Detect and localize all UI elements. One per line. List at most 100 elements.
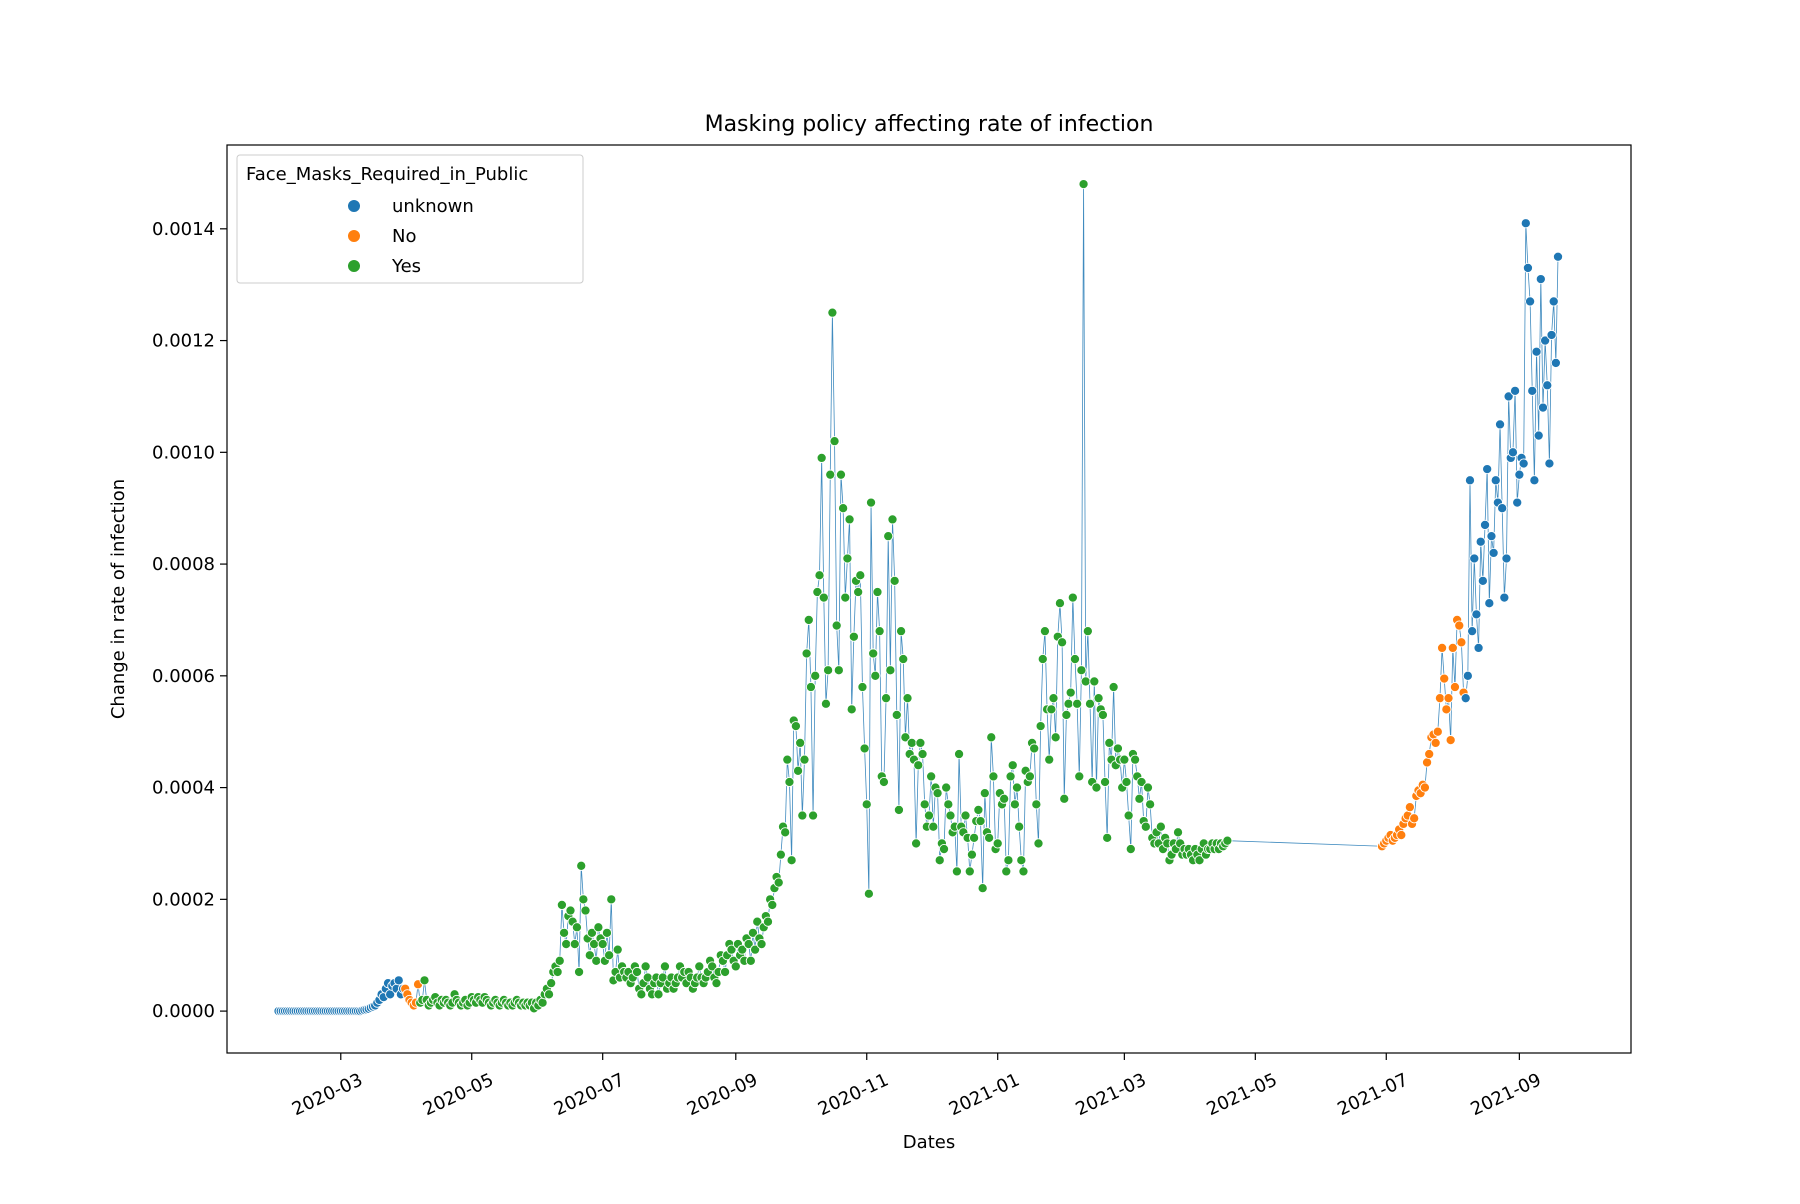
legend: Face_Masks_Required_in_Public unknown No Y…	[236, 154, 584, 284]
data-point	[816, 452, 827, 463]
data-point	[960, 810, 971, 821]
data-point	[1542, 380, 1553, 391]
data-point	[1005, 771, 1016, 782]
data-point	[1445, 735, 1456, 746]
data-point	[1525, 296, 1536, 307]
data-point	[720, 966, 731, 978]
data-point	[556, 899, 567, 910]
data-point	[1518, 458, 1529, 469]
data-point	[1009, 799, 1020, 810]
data-point	[853, 586, 864, 598]
data-point	[707, 961, 718, 972]
data-point	[393, 975, 404, 986]
y-tick-label: 0.0002	[152, 889, 215, 910]
y-tick-label: 0.0010	[152, 442, 215, 463]
data-point	[1003, 855, 1014, 866]
data-point	[1037, 654, 1048, 665]
data-point	[840, 592, 851, 603]
data-point	[1076, 665, 1087, 676]
data-point	[1441, 704, 1452, 715]
data-point	[878, 776, 889, 788]
y-tick-label: 0.0000	[152, 1001, 215, 1022]
data-point	[1044, 754, 1055, 765]
data-point	[1447, 642, 1458, 653]
data-point	[1531, 346, 1542, 357]
data-point	[1486, 531, 1497, 542]
data-point	[1510, 385, 1521, 396]
data-point	[569, 938, 580, 950]
legend-items: unknown No Yes	[347, 196, 474, 277]
data-point	[863, 888, 874, 899]
data-point	[833, 665, 844, 676]
data-point	[1456, 637, 1467, 648]
data-point	[1409, 813, 1420, 824]
data-point	[1035, 721, 1046, 732]
data-point	[1396, 830, 1407, 841]
data-point	[1121, 776, 1132, 788]
data-point	[1529, 475, 1540, 486]
data-point	[835, 469, 847, 480]
data-point	[1497, 503, 1508, 514]
data-point	[919, 799, 930, 810]
data-point	[593, 922, 604, 933]
data-point	[640, 961, 651, 972]
data-point	[1490, 475, 1501, 486]
data-point	[915, 737, 926, 748]
data-point	[868, 648, 879, 659]
data-point	[597, 938, 608, 950]
data-point	[1501, 553, 1512, 564]
data-point	[859, 743, 870, 754]
y-axis-label: Change in rate of infection	[108, 479, 129, 719]
data-point	[606, 894, 617, 905]
data-point	[855, 570, 866, 581]
data-point	[1404, 802, 1415, 813]
data-point	[1084, 698, 1096, 709]
data-point	[1033, 838, 1044, 849]
data-point	[1479, 519, 1491, 531]
data-point	[1065, 687, 1076, 698]
data-point	[586, 927, 598, 938]
data-point	[1082, 626, 1093, 637]
data-point	[1548, 296, 1559, 307]
y-tick-label: 0.0006	[152, 666, 215, 687]
x-tick-label: 2020-11	[815, 1069, 892, 1120]
data-point	[659, 961, 670, 972]
data-point	[1001, 866, 1012, 877]
data-point	[1503, 391, 1514, 402]
legend-box	[236, 154, 584, 284]
data-point	[1537, 402, 1549, 413]
data-point	[831, 620, 842, 631]
data-point	[1093, 693, 1104, 704]
data-point	[775, 849, 786, 860]
chart-title: Masking policy affecting rate of infecti…	[705, 112, 1154, 137]
data-point	[891, 709, 902, 720]
data-point	[799, 754, 810, 765]
data-point	[1155, 821, 1166, 832]
data-point	[1029, 743, 1040, 754]
data-points-layer	[273, 179, 1564, 1017]
data-point	[988, 771, 999, 782]
data-point	[883, 531, 894, 542]
data-point	[827, 307, 838, 318]
x-tick-label: 2020-05	[420, 1069, 497, 1120]
plot-frame	[226, 144, 1632, 1054]
data-point	[1067, 592, 1078, 603]
data-point	[1462, 670, 1473, 681]
data-point	[844, 514, 855, 525]
data-point	[1437, 642, 1448, 653]
data-point	[887, 514, 898, 525]
data-point	[1512, 497, 1523, 508]
data-point	[559, 927, 570, 938]
data-point	[1142, 782, 1154, 793]
data-point	[784, 776, 795, 788]
data-point	[1172, 827, 1184, 838]
data-point	[1454, 620, 1465, 631]
data-point	[1048, 693, 1059, 704]
data-point	[743, 938, 754, 950]
data-point	[790, 721, 801, 732]
legend-label-unknown: unknown	[392, 196, 474, 217]
data-point	[964, 866, 975, 877]
data-point	[773, 877, 784, 888]
data-point	[846, 704, 857, 715]
data-point	[1091, 782, 1102, 793]
